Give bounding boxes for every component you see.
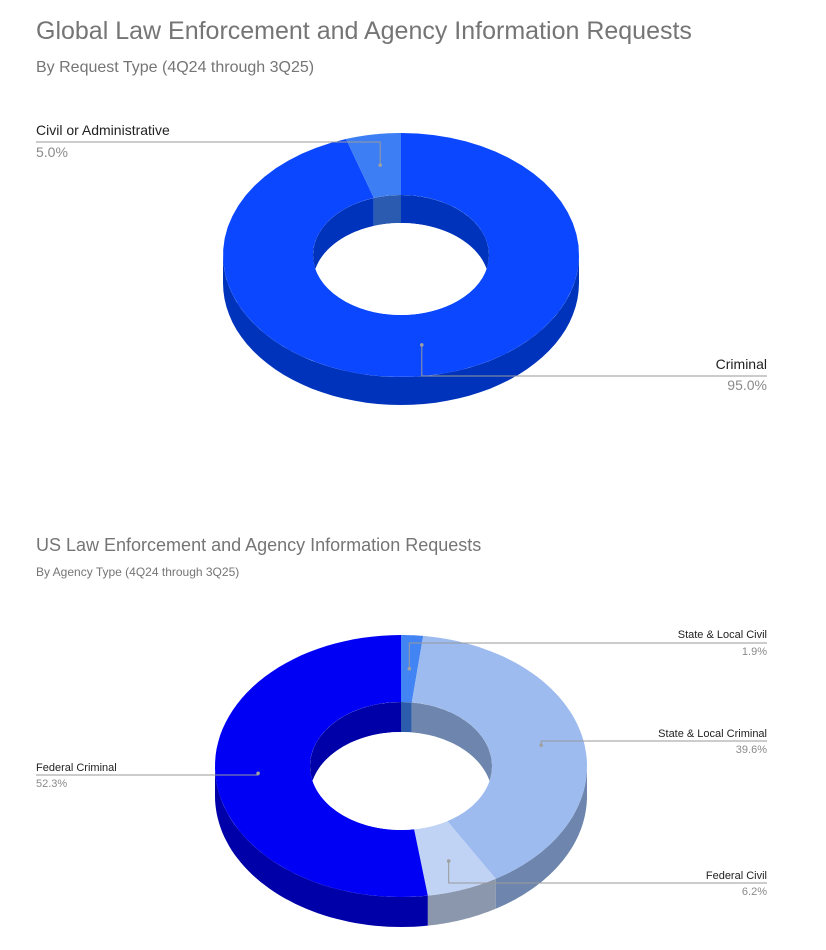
- chart2-subtitle: By Agency Type (4Q24 through 3Q25): [36, 565, 240, 579]
- slice-0[interactable]: [401, 635, 424, 703]
- slice-value-1: 5.0%: [36, 144, 68, 160]
- slice-value-0: 95.0%: [727, 377, 767, 393]
- slice-value-2: 6.2%: [742, 886, 767, 898]
- slice-side-0: [223, 255, 579, 405]
- donut-chart-1: Criminal 95.0% Civil or Administrative 5.0%: [36, 122, 767, 405]
- slice-side-3: [215, 766, 428, 927]
- leader-line-1: [36, 141, 381, 166]
- slice-label-0: State & Local Civil: [678, 629, 767, 641]
- slice-2[interactable]: [414, 821, 496, 896]
- slice-label-1: Civil or Administrative: [36, 122, 170, 138]
- leader-dot-3: [256, 771, 260, 776]
- donut-chart-2: State & Local Civil 1.9% State & Local Cri…: [36, 629, 767, 927]
- leader-dot-1: [539, 743, 543, 747]
- leader-line-0: [408, 642, 767, 669]
- slice-value-3: 52.3%: [36, 778, 67, 790]
- chart1-subtitle: By Request Type (4Q24 through 3Q25): [36, 59, 315, 76]
- leader-dot-0: [407, 666, 412, 671]
- chart1-title: Global Law Enforcement and Agency Inform…: [36, 17, 692, 45]
- slice-1[interactable]: [411, 635, 587, 879]
- slice-1[interactable]: [346, 133, 401, 198]
- slice-label-3: Federal Criminal: [36, 762, 117, 774]
- slice-side-2: [427, 878, 496, 926]
- slice-value-0: 1.9%: [742, 646, 767, 658]
- leader-line-2: [448, 861, 767, 884]
- slice-label-2: Federal Civil: [706, 870, 767, 882]
- leader-dot-1: [378, 163, 383, 167]
- leader-line-0: [421, 344, 767, 377]
- slice-3[interactable]: [215, 635, 428, 897]
- slice-side-1: [495, 766, 587, 909]
- leader-dot-0: [420, 343, 424, 347]
- slice-value-1: 39.6%: [736, 744, 767, 756]
- slice-label-0: Criminal: [716, 356, 767, 372]
- slice-label-1: State & Local Criminal: [658, 728, 767, 740]
- slice-0[interactable]: [223, 133, 579, 377]
- leader-dot-2: [446, 859, 451, 863]
- chart2-title: US Law Enforcement and Agency Informatio…: [36, 535, 482, 555]
